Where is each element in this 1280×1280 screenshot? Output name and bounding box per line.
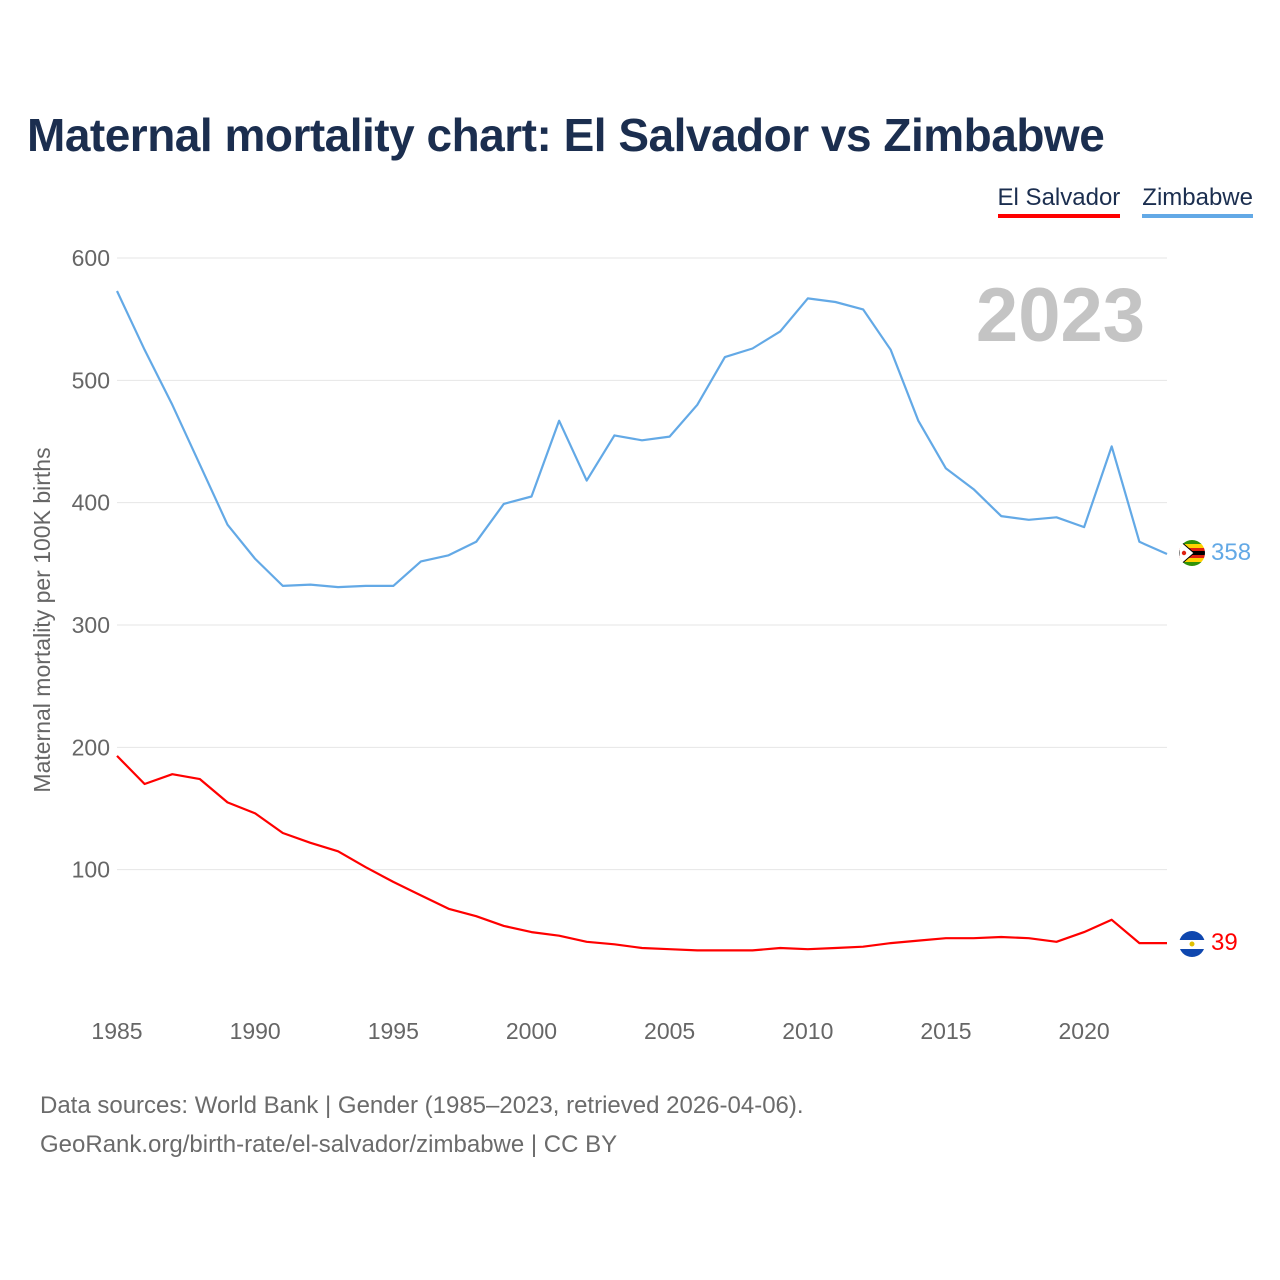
end-value-zimbabwe: 358: [1211, 539, 1251, 566]
y-tick-label: 500: [72, 367, 110, 393]
zimbabwe-flag-icon: [1179, 540, 1205, 566]
series-lines: [116, 290, 1168, 952]
y-tick-label: 300: [72, 612, 110, 638]
x-axis-ticks: 1985 1990 1995 2000 2005 2010 2015 2020: [91, 1018, 1109, 1044]
x-tick-label: 2010: [782, 1018, 833, 1044]
source-line-1: Data sources: World Bank | Gender (1985–…: [40, 1092, 804, 1119]
series-line-zimbabwe: [116, 290, 1168, 589]
gridlines: [117, 257, 1167, 871]
series-line-el-salvador: [116, 755, 1167, 952]
x-tick-label: 2020: [1059, 1018, 1110, 1044]
legend-item-el-salvador[interactable]: El Salvador: [997, 184, 1121, 218]
chart-title: Maternal mortality chart: El Salvador vs…: [27, 109, 1105, 161]
y-tick-label: 100: [72, 857, 110, 883]
x-tick-label: 1985: [91, 1018, 142, 1044]
y-tick-label: 200: [72, 734, 110, 760]
x-tick-label: 2005: [644, 1018, 695, 1044]
y-axis-label: Maternal mortality per 100K births: [29, 447, 55, 792]
end-value-el-salvador: 39: [1211, 929, 1238, 956]
x-tick-label: 1995: [368, 1018, 419, 1044]
x-tick-label: 2000: [506, 1018, 557, 1044]
legend-item-zimbabwe[interactable]: Zimbabwe: [1142, 184, 1253, 218]
x-tick-label: 1990: [230, 1018, 281, 1044]
source-line-2: GeoRank.org/birth-rate/el-salvador/zimba…: [40, 1131, 618, 1158]
y-axis-ticks: 100 200 300 400 500 600: [72, 245, 110, 883]
y-tick-label: 400: [72, 490, 110, 516]
source-note: Data sources: World Bank | Gender (1985–…: [40, 1086, 804, 1164]
el-salvador-flag-icon: [1179, 931, 1205, 957]
x-tick-label: 2015: [920, 1018, 971, 1044]
legend: El Salvador Zimbabwe: [997, 184, 1253, 218]
y-tick-label: 600: [72, 245, 110, 271]
year-label: 2023: [976, 273, 1145, 358]
